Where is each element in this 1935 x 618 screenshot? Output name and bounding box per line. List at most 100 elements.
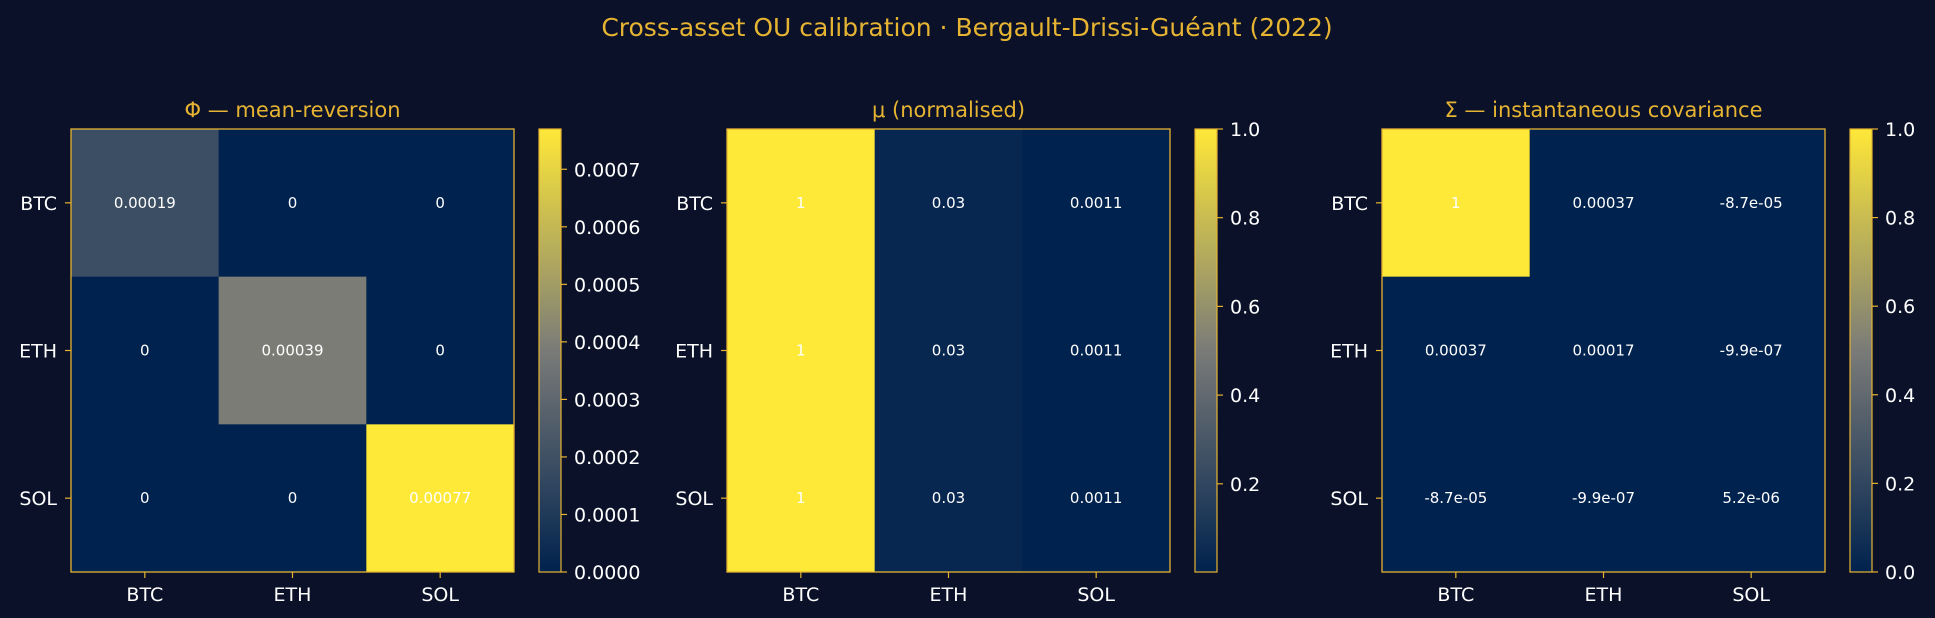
cell-label: 1 (796, 342, 806, 360)
cell-label: 5.2e-06 (1722, 489, 1780, 507)
cell-label: 0.03 (932, 489, 965, 507)
colorbar-tick-label: 0.4 (1230, 385, 1260, 407)
heatmap-cell (366, 424, 515, 573)
cell-label: 0.03 (932, 194, 965, 212)
heatmap-cell (218, 129, 367, 278)
heatmap-cell (1022, 424, 1171, 573)
y-tick-label: BTC (20, 193, 57, 215)
colorbar-tick-label: 0.0004 (574, 332, 640, 354)
cell-label: 0 (288, 194, 298, 212)
y-tick-label: ETH (675, 341, 713, 363)
colorbar-tick-label: 0.0007 (574, 159, 640, 181)
colorbar-tick-label: 0.4 (1885, 385, 1915, 407)
heatmap-cell (1022, 276, 1171, 425)
colorbar (1195, 129, 1217, 572)
heatmap-cell (218, 276, 367, 425)
y-tick-label: ETH (19, 341, 57, 363)
heatmap-cell (874, 276, 1023, 425)
cell-label: -9.9e-07 (1720, 342, 1783, 360)
x-tick-label: SOL (421, 584, 459, 606)
x-tick-label: ETH (274, 584, 312, 606)
cell-label: 0.00077 (409, 489, 471, 507)
heatmap-cell (366, 129, 515, 278)
cell-label: 0.00037 (1572, 194, 1634, 212)
cell-label: 0 (140, 342, 150, 360)
heatmap-cell (366, 276, 515, 425)
cell-label: 0 (288, 489, 298, 507)
cell-label: 0 (435, 194, 445, 212)
cell-label: 0.00017 (1572, 342, 1634, 360)
heatmap-cell (874, 129, 1023, 278)
heatmap-cell (1529, 129, 1678, 278)
heatmap-cell (71, 276, 220, 425)
cell-label: 0.00039 (261, 342, 323, 360)
colorbar-tick-label: 0.0000 (574, 562, 640, 584)
cell-label: 0.0011 (1070, 342, 1123, 360)
cell-label: 0 (140, 489, 150, 507)
colorbar-frame (538, 128, 562, 573)
heatmap-cell (727, 129, 876, 278)
heatmap-panel-2: μ (normalised) 1 0.03 0.0011 1 0.03 0.0011 1 0.0… (675, 98, 1260, 606)
y-tick-label: SOL (19, 488, 57, 510)
colorbar-tick-label: 0.0001 (574, 504, 640, 526)
cell-label: 0.0011 (1070, 489, 1123, 507)
heatmap-cell (1677, 276, 1826, 425)
x-tick-label: ETH (930, 584, 968, 606)
y-tick-label: SOL (1330, 488, 1368, 510)
cell-label: -8.7e-05 (1424, 489, 1487, 507)
colorbar-tick-label: 0.6 (1885, 296, 1915, 318)
x-tick-label: BTC (1437, 584, 1474, 606)
cell-label: 0.03 (932, 342, 965, 360)
heatmap-cell (727, 276, 876, 425)
y-tick-label: BTC (676, 193, 713, 215)
panel-title: Σ — instantaneous covariance (1444, 98, 1762, 122)
heatmap-cell (1529, 424, 1678, 573)
colorbar-tick-label: 1.0 (1885, 119, 1915, 141)
colorbar-tick-label: 0.0 (1885, 562, 1915, 584)
x-tick-label: BTC (126, 584, 163, 606)
colorbar-tick-label: 0.0006 (574, 217, 640, 239)
heatmap-cell (1022, 129, 1171, 278)
y-tick-label: ETH (1330, 341, 1368, 363)
colorbar-tick-label: 0.6 (1230, 296, 1260, 318)
heatmap-cell (71, 424, 220, 573)
heatmap-cell (727, 424, 876, 573)
heatmap-cell (1677, 129, 1826, 278)
panel-title: Φ — mean-reversion (184, 98, 400, 122)
cell-label: -9.9e-07 (1572, 489, 1635, 507)
colorbar (1850, 129, 1872, 572)
cell-label: 1 (1451, 194, 1461, 212)
heatmap-cell (1382, 129, 1531, 278)
colorbar-tick-label: 0.2 (1230, 474, 1260, 496)
x-tick-label: BTC (782, 584, 819, 606)
x-tick-label: SOL (1077, 584, 1115, 606)
colorbar-tick-label: 0.0003 (574, 389, 640, 411)
heatmap-cell (1529, 276, 1678, 425)
colorbar-frame (1849, 128, 1873, 573)
heatmap-cell (218, 424, 367, 573)
heatmap-cell (71, 129, 220, 278)
x-tick-label: ETH (1585, 584, 1623, 606)
colorbar-tick-label: 0.8 (1230, 208, 1260, 230)
x-tick-label: SOL (1732, 584, 1770, 606)
cell-label: 1 (796, 194, 806, 212)
colorbar-tick-label: 0.8 (1885, 208, 1915, 230)
panel-title: μ (normalised) (872, 98, 1025, 122)
cell-label: -8.7e-05 (1720, 194, 1783, 212)
colorbar-tick-label: 0.2 (1885, 473, 1915, 495)
cell-label: 1 (796, 489, 806, 507)
heatmap-cell (1382, 276, 1531, 425)
heatmap-cell (874, 424, 1023, 573)
heatmap-cell (1382, 424, 1531, 573)
colorbar-tick-label: 0.0002 (574, 447, 640, 469)
colorbar (539, 129, 561, 572)
heatmap-cell (1677, 424, 1826, 573)
figure-title: Cross-asset OU calibration · Bergault-Dr… (601, 13, 1332, 42)
cell-label: 0.00037 (1425, 342, 1487, 360)
cell-label: 0.0011 (1070, 194, 1123, 212)
colorbar-tick-label: 1.0 (1230, 119, 1260, 141)
y-tick-label: SOL (675, 488, 713, 510)
cell-label: 0 (435, 342, 445, 360)
